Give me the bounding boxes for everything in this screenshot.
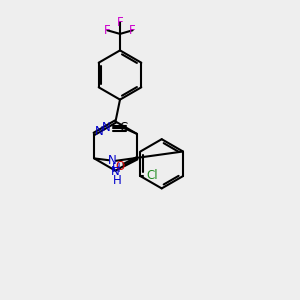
Text: C: C xyxy=(119,121,127,134)
Text: O: O xyxy=(116,160,125,173)
Text: N: N xyxy=(108,154,117,167)
Text: H: H xyxy=(111,162,120,175)
Text: F: F xyxy=(117,16,123,29)
Text: F: F xyxy=(104,24,111,37)
Text: F: F xyxy=(129,24,136,37)
Text: N: N xyxy=(102,121,111,134)
Text: N: N xyxy=(94,125,103,138)
Text: Cl: Cl xyxy=(147,169,158,182)
Text: N: N xyxy=(110,165,119,178)
Text: H: H xyxy=(112,174,122,187)
